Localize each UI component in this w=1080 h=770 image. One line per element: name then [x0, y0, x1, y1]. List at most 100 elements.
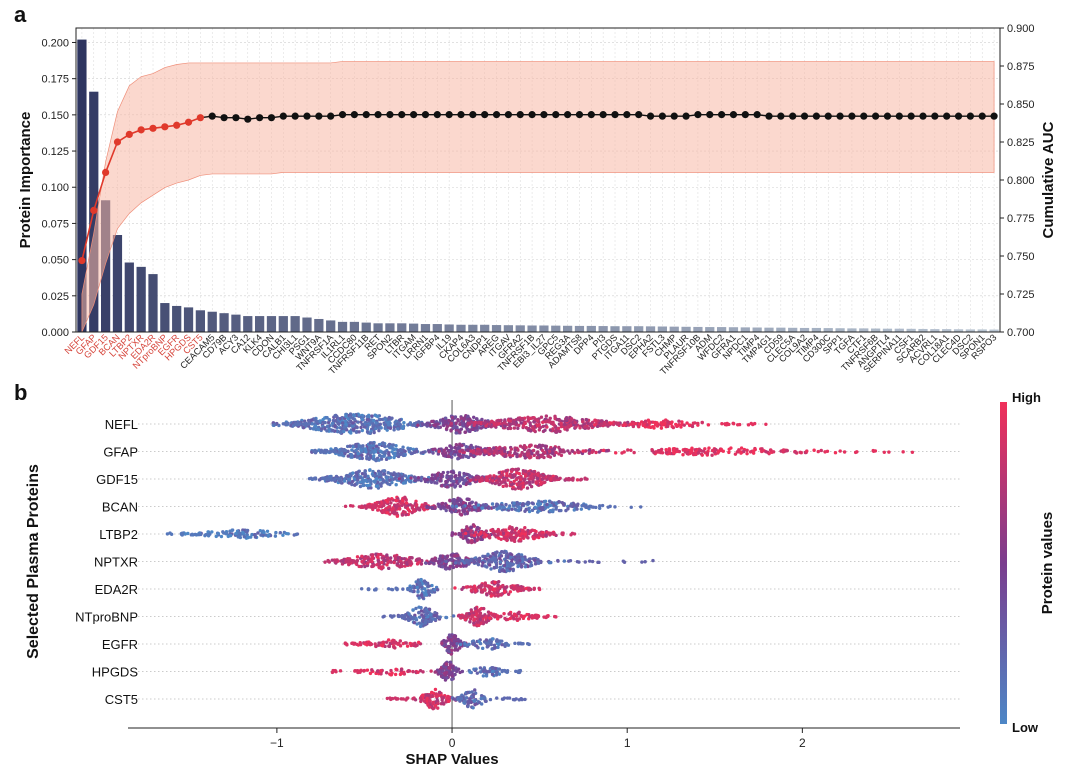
swarm-dot: [490, 502, 495, 506]
swarm-dot: [487, 563, 492, 567]
swarm-dot: [320, 476, 325, 481]
swarm-dot: [352, 641, 357, 646]
bar-lrrn1: [420, 324, 431, 332]
swarm-dot: [386, 587, 391, 591]
y2-tick-label: 0.875: [1007, 61, 1035, 73]
swarm-dot: [401, 587, 405, 591]
swarm-dot: [458, 422, 462, 427]
swarm-dot: [401, 641, 406, 646]
swarm-dot: [410, 504, 415, 508]
swarm-dot: [329, 474, 333, 479]
swarm-dot: [706, 423, 711, 427]
swarm-dot: [401, 426, 405, 431]
swarm-dot: [357, 413, 361, 417]
swarm-dot: [339, 429, 343, 434]
swarm-dot: [639, 505, 643, 509]
swarm-dot: [456, 446, 460, 451]
swarm-dot: [273, 534, 278, 538]
auc-point: [516, 111, 524, 119]
swarm-dot: [518, 537, 522, 542]
swarm-dot: [439, 475, 443, 480]
swarm-dot: [379, 484, 383, 488]
swarm-dot: [433, 476, 438, 480]
swarm-dot: [350, 482, 354, 487]
swarm-dot: [503, 424, 507, 429]
auc-point: [362, 111, 370, 119]
auc-point: [137, 126, 145, 134]
swarm-dot: [450, 504, 455, 508]
swarm-dot: [445, 554, 450, 558]
swarm-dot: [309, 476, 313, 480]
swarm-dot: [467, 501, 472, 506]
swarm-dot: [395, 514, 400, 518]
swarm-dot: [403, 505, 408, 510]
auc-point: [291, 112, 299, 120]
swarm-dot: [313, 424, 318, 428]
swarm-dot: [349, 431, 353, 435]
swarm-dot: [737, 448, 741, 452]
swarm-dot: [685, 451, 689, 456]
swarm-dot: [527, 642, 531, 647]
swarm-dot: [565, 425, 570, 429]
swarm-dot: [534, 481, 538, 485]
swarm-dot: [781, 448, 786, 452]
swarm-dot: [500, 528, 505, 533]
swarm-dot: [671, 450, 676, 455]
auc-point: [492, 111, 501, 119]
swarm-dot: [394, 443, 398, 448]
swarm-dot: [700, 453, 704, 457]
bar-spon2: [385, 323, 395, 332]
swarm-dot: [622, 423, 626, 427]
auc-point: [173, 121, 181, 129]
swarm-dot: [479, 426, 483, 430]
swarm-dot: [337, 450, 341, 455]
swarm-dot: [391, 506, 396, 511]
swarm-dot: [578, 426, 582, 430]
swarm-dot: [683, 447, 687, 452]
swarm-dot: [301, 425, 306, 430]
swarm-dot: [509, 447, 514, 451]
swarm-dot: [383, 423, 387, 427]
auc-point: [706, 111, 714, 119]
swarm-dot: [365, 504, 370, 509]
swarm-dot: [480, 646, 485, 651]
swarm-dot: [469, 443, 473, 448]
swarm-dot: [553, 414, 557, 419]
swarm-dot: [354, 444, 358, 449]
swarm-dot: [367, 418, 371, 422]
swarm-dot: [391, 443, 395, 447]
swarm-dot: [458, 642, 463, 647]
bar-fstl3: [657, 326, 668, 332]
swarm-dot: [522, 614, 527, 618]
swarm-dot: [489, 567, 493, 571]
swarm-dot: [548, 503, 553, 508]
swarm-dot: [330, 421, 335, 426]
auc-point: [279, 112, 287, 120]
swarm-dot: [637, 425, 641, 429]
swarm-dot: [516, 417, 520, 421]
swarm-dot: [445, 485, 449, 489]
swarm-dot: [853, 450, 858, 455]
swarm-dot: [481, 561, 485, 565]
swarm-dot: [552, 614, 557, 619]
swarm-dot: [561, 502, 566, 507]
swarm-dot: [354, 471, 358, 475]
swarm-dot: [567, 476, 571, 481]
swarm-dot: [444, 451, 448, 455]
swarm-dot: [529, 429, 533, 433]
bar-klk4: [254, 316, 265, 332]
swarm-dot: [481, 554, 485, 559]
swarm-dot: [351, 421, 355, 425]
bar-nptxr: [136, 266, 146, 332]
bar-tgfa: [847, 328, 857, 332]
swarm-dot: [394, 483, 398, 487]
swarm-dot: [545, 502, 549, 507]
swarm-dot: [321, 417, 325, 422]
auc-point: [445, 111, 453, 119]
swarm-dot: [576, 502, 580, 506]
swarm-dot: [409, 556, 414, 560]
swarm-dot: [448, 564, 452, 569]
swarm-dot: [382, 501, 387, 505]
swarm-dot: [675, 424, 680, 428]
swarm-dot: [348, 415, 352, 419]
